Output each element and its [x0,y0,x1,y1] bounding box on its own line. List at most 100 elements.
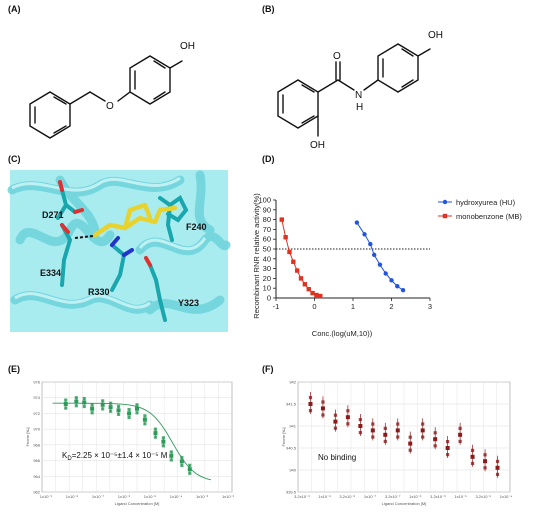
y-tick-label: 972 [33,411,40,416]
x-tick-label: 1x10⁻⁴ [500,494,513,499]
x-tick-label: -1 [273,302,280,311]
data-point [333,419,338,424]
docking-image: D271 F240 E334 R330 Y323 [7,170,231,332]
y-tick-label: 941.5 [286,402,297,407]
x-tick-label: 1x10⁻⁸ [66,494,79,499]
x-tick-label: 0 [312,302,316,311]
data-point [483,459,488,464]
replicate-point [143,422,147,426]
x-tick-label: 1x10⁻⁸ [318,494,331,499]
data-point [153,431,158,436]
x-tick-label: 3.2x10⁻⁸ [339,494,355,499]
no-binding-annotation: No binding [318,453,356,462]
replicate-point [408,448,412,452]
y-tick-label: 974 [33,395,40,400]
double-bond [301,115,315,124]
replicate-point [74,396,78,400]
x-tick-label: 1x10⁻⁵ [454,494,467,499]
monobenzone-structure: O OH [29,41,195,139]
data-point [169,453,174,458]
replicate-point [101,407,105,411]
bond [169,60,183,69]
data-point [314,292,319,298]
replicate-point [371,422,375,426]
replicate-point [308,409,313,413]
atom-h: H [356,102,363,113]
replicate-point [135,411,139,415]
y-tick-label: 30 [263,264,271,273]
double-bond [153,60,166,69]
replicate-point [161,436,165,440]
replicate-point [188,471,192,475]
x-tick-label: 1x10⁻⁹ [40,494,53,499]
x-tick-label: 3.2x10⁻⁵ [475,494,491,499]
bond [117,91,131,102]
data-point [395,284,400,289]
panel-e-label: (E) [8,364,20,374]
x-tick-label: 1x10⁻⁷ [92,494,105,499]
data-point [320,406,325,411]
replicate-point [153,435,158,439]
y-tick-label: 939.5 [286,490,297,495]
x-tick-label: 1x10⁻³ [196,494,209,499]
data-point [187,467,192,472]
data-point [354,220,360,225]
x-axis-label: Conc.(log(uM,10)) [312,329,373,338]
replicate-point [483,466,487,470]
data-point [108,405,113,410]
protein-helices [7,170,231,315]
data-point [458,432,463,437]
replicate-point [421,435,425,439]
replicate-point [90,411,94,415]
panel-c: (C) [7,154,231,332]
replicate-point [333,426,338,430]
replicate-point [495,472,500,476]
fit-curve [52,402,212,481]
protein-highlights [11,176,207,309]
residue-label: D271 [42,210,64,220]
replicate-point [169,458,173,462]
replicate-point [483,453,487,457]
panel-f-label: (F) [262,364,274,374]
replicate-point [101,399,105,403]
replicate-point [161,444,165,448]
data-point [370,428,375,433]
ligand [92,202,178,238]
replicate-point [446,453,450,457]
replicate-point [408,435,412,439]
replicate-point [143,414,147,418]
nitrogen-sticks [110,236,134,257]
data-point [82,400,87,405]
data-point [135,406,139,411]
y-tick-label: 10 [263,284,271,293]
benzene-ring-left [29,91,71,139]
atom-o: O [106,101,114,112]
data-point [368,241,373,247]
replicate-point [446,440,450,444]
x-tick-label: 1x10⁻⁶ [118,494,131,499]
replicate-point [321,400,325,404]
ic50-chart: Recombinant RNR relative activity(%) Con… [252,193,432,338]
y-tick-label: 20 [263,274,271,283]
replicate-point [358,418,362,422]
panel-b: (B) OH O N H OH [262,4,443,151]
atom-n: N [355,90,362,101]
y-tick-label: 962 [33,490,40,495]
data-point [395,428,400,433]
bond [337,79,355,91]
data-point [345,415,350,420]
bond [363,79,379,91]
y-tick-label: 60 [263,235,271,244]
bond [69,91,91,105]
data-point [127,411,132,416]
replicate-point [82,396,86,401]
x-axis-label: Ligand Concentration [M] [382,501,427,506]
data-point [383,432,388,437]
x-tick-label: 1x10⁻⁴ [170,494,183,499]
legend-label: hydroxyurea (HU) [456,198,516,207]
double-bond [153,91,166,100]
replicate-point [188,463,192,467]
data-point [371,252,377,258]
benzene-ring-right [377,43,419,93]
